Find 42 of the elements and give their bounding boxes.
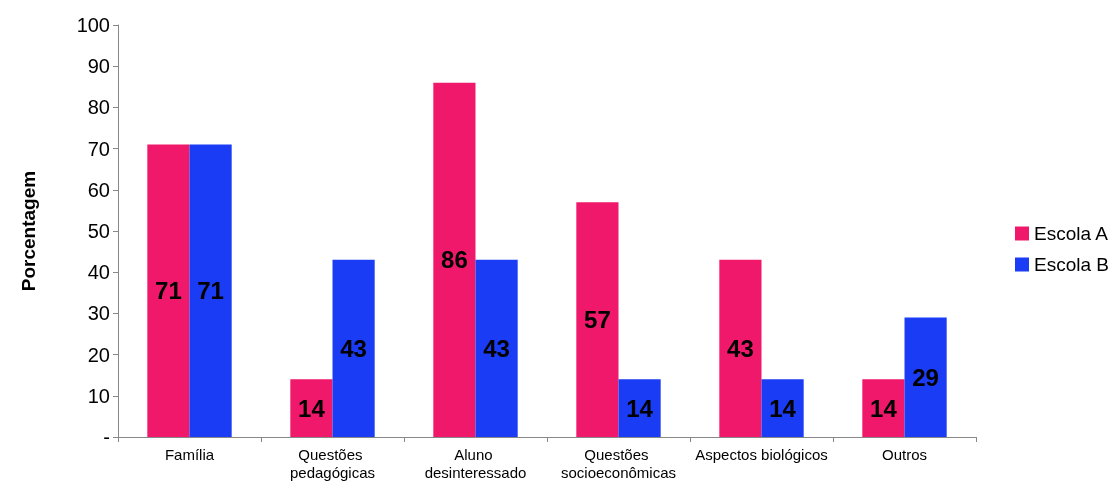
x-tick-label: Questões pedagógicas	[289, 445, 376, 481]
x-tick-label: Aluno desinteressado	[424, 445, 527, 481]
bar	[189, 144, 232, 437]
data-label: 57	[584, 306, 611, 334]
y-tick-label: 50	[87, 220, 110, 242]
data-label: 43	[340, 334, 367, 362]
data-label: 14	[870, 394, 898, 422]
x-tick-label: Família	[164, 445, 215, 463]
data-label: 71	[155, 277, 182, 305]
y-tick-label: 20	[87, 343, 110, 366]
data-label: 43	[483, 334, 510, 362]
y-tick-label: 40	[87, 261, 110, 284]
bar	[904, 317, 947, 437]
bar	[862, 379, 905, 437]
y-tick-label: 100	[76, 14, 110, 36]
bar	[475, 259, 518, 437]
legend-label: Escola A	[1034, 223, 1109, 244]
bar	[332, 259, 375, 437]
y-tick-label: 10	[87, 384, 110, 407]
y-tick-label: 70	[87, 137, 110, 160]
y-tick-label: 60	[87, 178, 110, 201]
bar	[433, 82, 476, 437]
legend-label: Escola B	[1034, 254, 1109, 275]
y-tick-label: 30	[87, 302, 110, 325]
data-label: 14	[298, 394, 326, 422]
y-tick-label: 90	[87, 55, 110, 78]
x-tick-label: Questões socioeconômicas	[560, 445, 677, 481]
x-tick-label: Aspectos biológicos	[695, 445, 828, 463]
bar	[719, 259, 762, 437]
y-tick-label: -	[103, 426, 110, 448]
data-label: 14	[626, 394, 654, 422]
bar	[290, 379, 333, 437]
bar	[576, 202, 619, 437]
data-label: 86	[441, 246, 468, 274]
data-label: 14	[769, 394, 797, 422]
data-label: 29	[912, 363, 939, 391]
data-label: 43	[727, 334, 754, 362]
y-tick-label: 80	[87, 96, 110, 119]
bar	[147, 144, 190, 437]
y-axis-title: Porcentagem	[18, 170, 39, 292]
x-tick-label: Outros	[881, 445, 928, 463]
data-label: 71	[197, 277, 224, 305]
